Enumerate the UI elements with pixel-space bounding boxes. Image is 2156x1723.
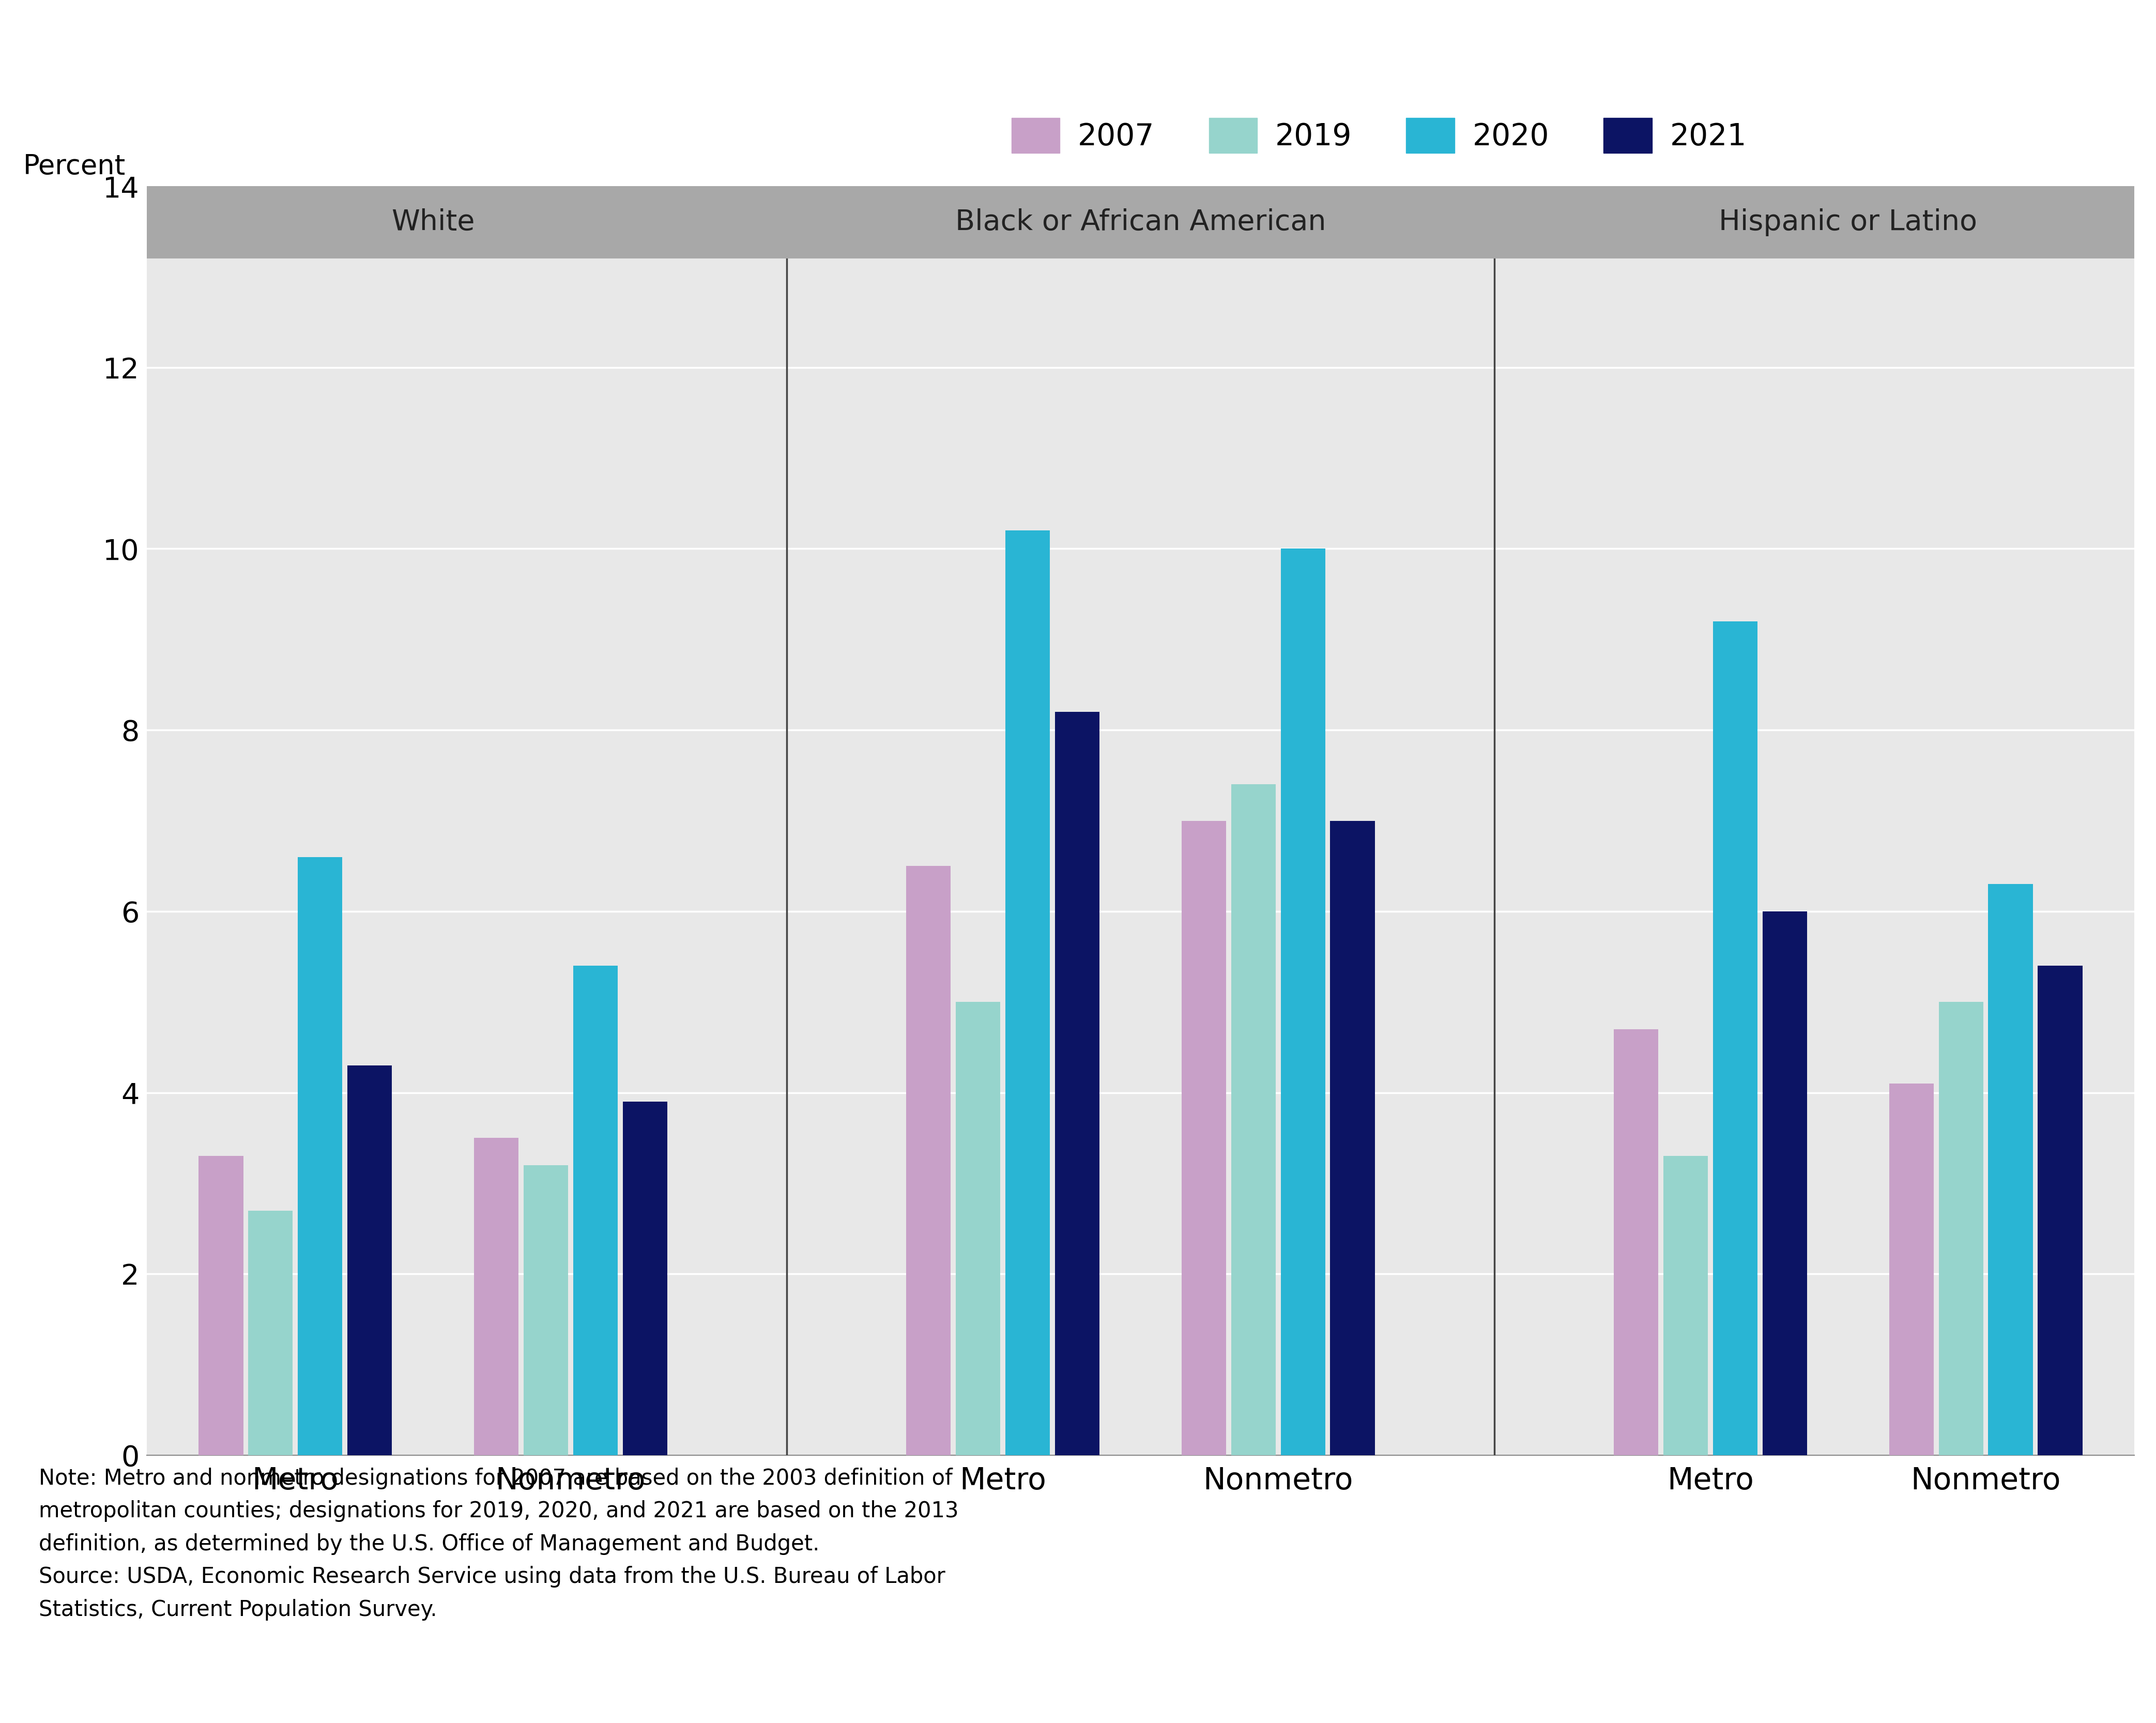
Bar <box>298 856 343 1456</box>
Bar <box>198 1156 244 1456</box>
Text: Hispanic or Latino: Hispanic or Latino <box>1718 208 1977 236</box>
Bar <box>1494 186 2134 258</box>
Bar <box>1054 712 1100 1456</box>
Bar <box>248 1211 293 1456</box>
Bar <box>474 1137 520 1456</box>
Text: U.S. unemployment rates for the prime-working-age population (ages
25 to 54) in : U.S. unemployment rates for the prime-wo… <box>39 48 1570 138</box>
Bar <box>1615 1029 1658 1456</box>
Bar <box>1988 884 2033 1456</box>
Bar <box>573 965 617 1456</box>
Bar <box>787 186 1494 258</box>
Bar <box>1712 622 1757 1456</box>
Bar <box>1330 820 1376 1456</box>
Bar <box>955 1003 1000 1456</box>
Text: Note: Metro and nonmetro designations for 2007 are based on the 2003 definition : Note: Metro and nonmetro designations fo… <box>39 1468 959 1621</box>
Bar <box>1761 911 1807 1456</box>
Bar <box>1231 784 1276 1456</box>
Text: Percent: Percent <box>24 153 125 179</box>
Legend: 2007, 2019, 2020, 2021: 2007, 2019, 2020, 2021 <box>1000 107 1759 165</box>
Bar <box>1889 1084 1934 1456</box>
Bar <box>1281 548 1326 1456</box>
Text: Black or African American: Black or African American <box>955 208 1326 236</box>
Bar <box>1938 1003 1984 1456</box>
Bar <box>1181 820 1227 1456</box>
Bar <box>347 1065 392 1456</box>
Bar <box>623 1101 666 1456</box>
Bar <box>2037 965 2083 1456</box>
Bar <box>524 1165 569 1456</box>
Bar <box>906 867 951 1456</box>
Text: White: White <box>390 208 474 236</box>
Bar <box>147 186 787 258</box>
Bar <box>1005 531 1050 1456</box>
Bar <box>1664 1156 1708 1456</box>
